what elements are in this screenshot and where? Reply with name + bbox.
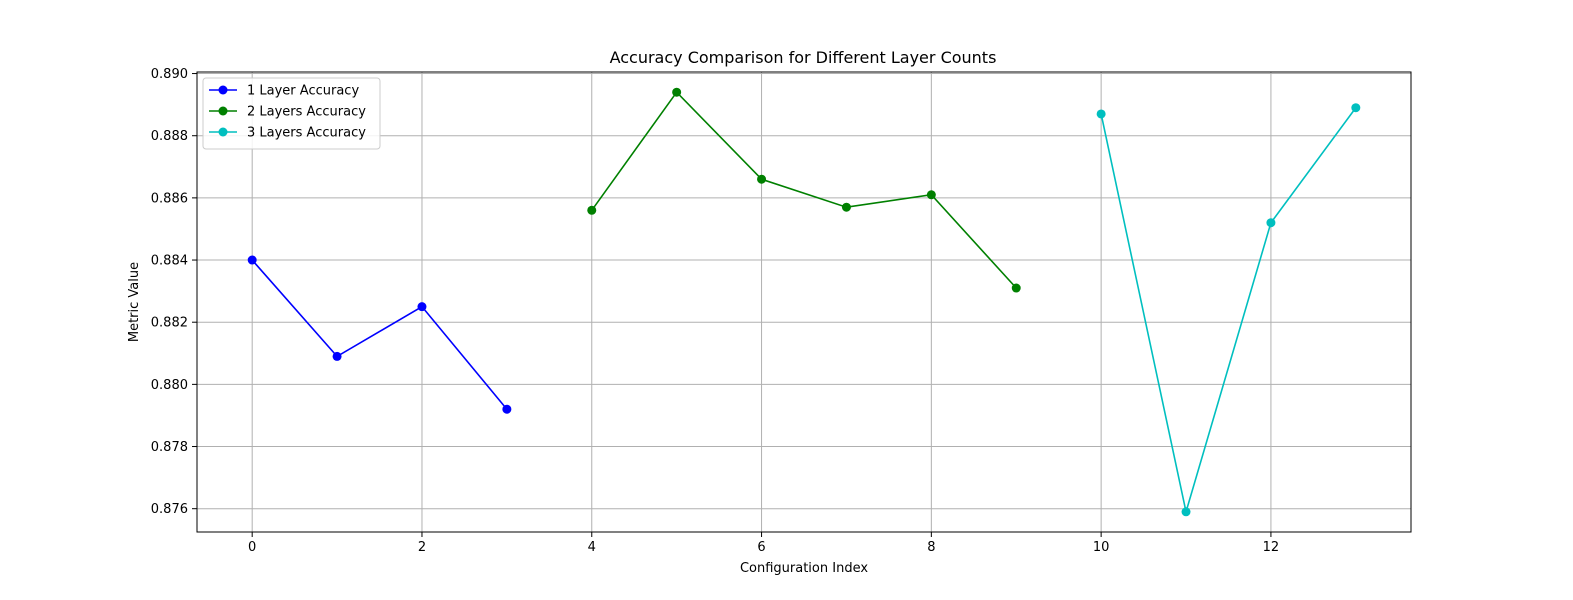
axis-ticks: 0 2 4 6 8 10 12 0.876 0.878 0.880 0.882 0.884 0.886 0… [151,67,1279,555]
series-line [1100,107,1357,513]
data-point [417,302,427,312]
legend-marker [218,85,228,95]
y-tick-label: 0.888 [151,129,188,144]
data-point [587,205,597,215]
x-tick-label: 10 [1093,540,1110,555]
chart-title: Accuracy Comparison for Different Layer … [610,48,997,67]
data-point [1266,218,1276,228]
x-tick-label: 2 [418,540,426,555]
x-tick-label: 6 [757,540,765,555]
legend-item: 1 Layer Accuracy [209,84,359,99]
x-tick-label: 12 [1263,540,1280,555]
data-point [332,351,342,361]
x-tick-label: 0 [248,540,256,555]
legend-label: 1 Layer Accuracy [247,84,359,99]
series-line [591,90,1017,289]
data-point [502,404,512,414]
series-3 [1096,103,1361,517]
data-point [1181,507,1191,517]
legend-label: 3 Layers Accuracy [247,126,366,141]
legend-item: 3 Layers Accuracy [209,126,366,141]
data-point [926,190,936,200]
legend-item: 2 Layers Accuracy [209,105,366,120]
data-point [672,87,682,97]
x-tick-label: 8 [927,540,935,555]
y-tick-label: 0.880 [151,378,188,393]
series-2 [587,87,1021,293]
series-1 [247,255,512,414]
legend-marker [218,106,228,116]
y-tick-label: 0.878 [151,440,188,455]
data-point [757,174,767,184]
data-point [1096,109,1106,119]
y-axis-label: Metric Value [127,262,142,342]
legend-marker [218,127,228,137]
y-tick-label: 0.890 [151,67,188,82]
legend-label: 2 Layers Accuracy [247,105,366,120]
data-point [1011,283,1021,293]
y-tick-label: 0.886 [151,191,188,206]
y-tick-label: 0.882 [151,316,188,331]
data-point [1351,103,1361,113]
legend-box [202,77,381,150]
y-tick-label: 0.876 [151,502,188,517]
x-axis-label: Configuration Index [740,561,868,576]
x-tick-label: 4 [588,540,596,555]
series-group [247,87,1361,517]
data-point [247,255,257,265]
y-tick-label: 0.884 [151,254,188,269]
data-point [841,202,851,212]
grid [197,72,1411,532]
series-line [251,259,508,410]
legend: 1 Layer Accuracy 2 Layers Accuracy 3 Layer… [202,77,381,150]
plot-frame [196,71,1412,533]
